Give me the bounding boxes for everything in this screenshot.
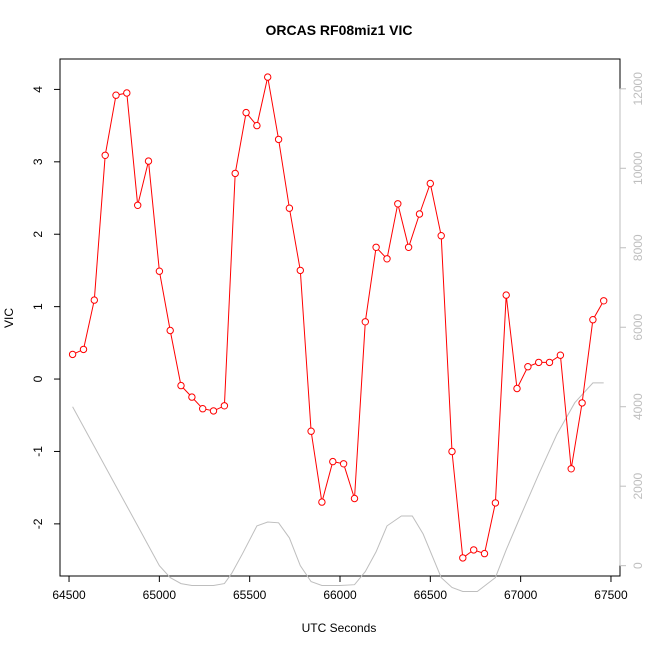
- y-tick-label: -2: [31, 518, 45, 529]
- right-y-tick-label: 2000: [631, 473, 645, 500]
- vic-point: [123, 89, 131, 97]
- vic-point: [90, 296, 99, 304]
- vic-point: [404, 243, 413, 252]
- vic-point: [134, 201, 142, 210]
- vic-line: [72, 76, 605, 559]
- vic-point: [177, 381, 185, 390]
- vic-point: [318, 498, 326, 506]
- x-tick-label: 65000: [143, 588, 177, 602]
- vic-point: [437, 232, 445, 240]
- vic-point: [426, 179, 434, 188]
- vic-point: [68, 350, 77, 359]
- vic-point: [383, 255, 391, 263]
- vic-point: [372, 243, 380, 252]
- vic-point: [101, 151, 109, 160]
- right-y-tick-label: 10000: [631, 151, 645, 185]
- vic-point: [296, 266, 304, 275]
- series-layer: [68, 73, 608, 592]
- vic-point: [199, 405, 207, 413]
- x-tick-label: 66000: [323, 588, 357, 602]
- vic-point: [220, 402, 229, 410]
- vic-point: [361, 318, 369, 326]
- y-tick-label: 1: [31, 303, 45, 310]
- right-y-tick-label: 8000: [631, 234, 645, 261]
- vic-point: [578, 399, 586, 407]
- right-y-axis: 0 2000 4000 6000 8000 10000 12000: [619, 72, 645, 569]
- vic-point: [394, 200, 402, 208]
- right-y-tick-label: 6000: [631, 314, 645, 341]
- x-tick-label: 64500: [52, 588, 86, 602]
- y-tick-label: 4: [31, 86, 45, 93]
- vic-point: [264, 73, 272, 81]
- y-tick-label: 2: [31, 231, 45, 238]
- vic-point: [459, 554, 467, 562]
- x-tick-label: 67500: [594, 588, 628, 602]
- right-y-tick-label: 4000: [631, 393, 645, 420]
- right-y-tick-label: 12000: [631, 72, 645, 106]
- vic-point: [470, 546, 478, 554]
- vic-point: [567, 465, 575, 473]
- vic-point: [502, 291, 510, 299]
- vic-point: [600, 297, 608, 305]
- vic-point: [524, 363, 532, 371]
- vic-point: [535, 358, 543, 367]
- right-y-tick-label: 0: [631, 562, 645, 569]
- vic-point: [448, 447, 456, 456]
- vic-point: [307, 427, 315, 435]
- y-axis-title: VIC: [2, 308, 16, 328]
- y-tick-label: 0: [31, 375, 45, 382]
- y-tick-label: 3: [31, 158, 45, 165]
- vic-point: [231, 169, 239, 178]
- vic-point: [339, 460, 348, 468]
- vic-point: [350, 494, 359, 503]
- vic-point: [491, 499, 500, 507]
- vic-point: [274, 135, 283, 144]
- vic-point: [480, 549, 489, 558]
- vic-point: [209, 407, 218, 415]
- vic-point: [144, 157, 153, 165]
- vic-point: [166, 326, 174, 335]
- vic-point: [556, 351, 565, 359]
- x-axis: 64500 65000 65500 66000 66500 67000 67500: [52, 575, 628, 602]
- vic-point: [285, 204, 294, 212]
- y-tick-label: -1: [31, 446, 45, 457]
- vic-point: [415, 210, 424, 218]
- chart-title: ORCAS RF08miz1 VIC: [265, 22, 412, 38]
- x-axis-title: UTC Seconds: [302, 621, 377, 635]
- vic-point: [513, 384, 521, 393]
- vic-point: [589, 316, 597, 324]
- x-tick-label: 67000: [504, 588, 538, 602]
- y-axis: -2 -1 0 1 2 3 4: [31, 86, 61, 529]
- vic-point: [188, 393, 196, 401]
- vic-point: [545, 358, 554, 367]
- vic-point: [242, 108, 250, 117]
- vic-point: [79, 345, 88, 354]
- altitude-line: [72, 382, 604, 592]
- x-tick-label: 66500: [414, 588, 448, 602]
- vic-point: [253, 121, 261, 130]
- vic-point: [329, 457, 337, 466]
- vic-point: [155, 267, 164, 275]
- vic-point: [112, 91, 120, 99]
- x-tick-label: 65500: [233, 588, 267, 602]
